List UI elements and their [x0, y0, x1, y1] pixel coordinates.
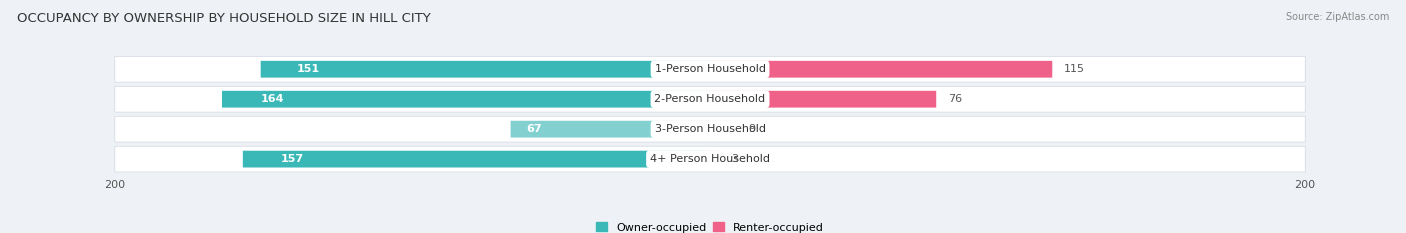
- FancyBboxPatch shape: [260, 61, 710, 78]
- FancyBboxPatch shape: [115, 56, 1305, 82]
- Text: 9: 9: [749, 124, 756, 134]
- FancyBboxPatch shape: [510, 121, 710, 137]
- Legend: Owner-occupied, Renter-occupied: Owner-occupied, Renter-occupied: [592, 218, 828, 233]
- FancyBboxPatch shape: [222, 91, 710, 108]
- Text: 67: 67: [527, 124, 543, 134]
- Text: 2-Person Household: 2-Person Household: [654, 94, 766, 104]
- FancyBboxPatch shape: [710, 91, 936, 108]
- Text: 164: 164: [262, 94, 284, 104]
- FancyBboxPatch shape: [115, 116, 1305, 142]
- Text: 157: 157: [280, 154, 304, 164]
- Text: 115: 115: [1064, 64, 1085, 74]
- Text: 151: 151: [297, 64, 319, 74]
- Text: 4+ Person Household: 4+ Person Household: [650, 154, 770, 164]
- Text: 3-Person Household: 3-Person Household: [655, 124, 765, 134]
- Text: 3: 3: [731, 154, 738, 164]
- FancyBboxPatch shape: [115, 86, 1305, 112]
- FancyBboxPatch shape: [115, 146, 1305, 172]
- FancyBboxPatch shape: [243, 151, 710, 168]
- Text: 1-Person Household: 1-Person Household: [655, 64, 765, 74]
- Text: OCCUPANCY BY OWNERSHIP BY HOUSEHOLD SIZE IN HILL CITY: OCCUPANCY BY OWNERSHIP BY HOUSEHOLD SIZE…: [17, 12, 430, 25]
- Text: 76: 76: [948, 94, 962, 104]
- FancyBboxPatch shape: [710, 61, 1052, 78]
- FancyBboxPatch shape: [710, 121, 737, 137]
- Text: Source: ZipAtlas.com: Source: ZipAtlas.com: [1285, 12, 1389, 22]
- FancyBboxPatch shape: [710, 151, 718, 168]
